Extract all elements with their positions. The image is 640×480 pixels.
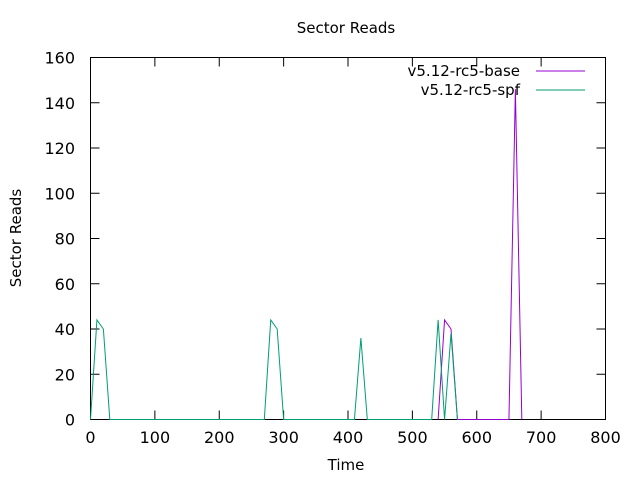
y-tick-label: 140 xyxy=(44,94,75,113)
x-tick-label: 400 xyxy=(333,428,364,447)
y-tick-label: 40 xyxy=(55,320,75,339)
x-tick-label: 100 xyxy=(140,428,171,447)
y-tick-label: 160 xyxy=(44,49,75,68)
chart-title: Sector Reads xyxy=(297,19,396,37)
legend-label: v5.12-rc5-spf xyxy=(421,81,521,99)
x-tick-label: 500 xyxy=(397,428,428,447)
y-axis: 0 20 40 60 80 100 120 140 160 xyxy=(44,49,606,430)
y-tick-label: 120 xyxy=(44,139,75,158)
series-group xyxy=(90,89,523,420)
y-tick-label: 0 xyxy=(65,411,75,430)
x-tick-label: 300 xyxy=(268,428,299,447)
series-line xyxy=(437,89,523,420)
y-tick-label: 100 xyxy=(44,184,75,203)
x-tick-label: 200 xyxy=(204,428,235,447)
x-axis: 0 100 200 300 400 500 600 700 800 xyxy=(85,57,621,447)
x-tick-label: 600 xyxy=(461,428,492,447)
y-tick-label: 80 xyxy=(55,230,75,249)
plot-frame xyxy=(90,57,606,420)
x-tick-label: 800 xyxy=(590,428,621,447)
y-tick-label: 20 xyxy=(55,365,75,384)
x-axis-label: Time xyxy=(327,456,365,474)
x-tick-label: 0 xyxy=(85,428,95,447)
y-axis-label: Sector Reads xyxy=(7,189,25,288)
series-line xyxy=(90,318,458,420)
legend-label: v5.12-rc5-base xyxy=(408,62,521,80)
y-tick-label: 60 xyxy=(55,275,75,294)
x-tick-label: 700 xyxy=(526,428,557,447)
